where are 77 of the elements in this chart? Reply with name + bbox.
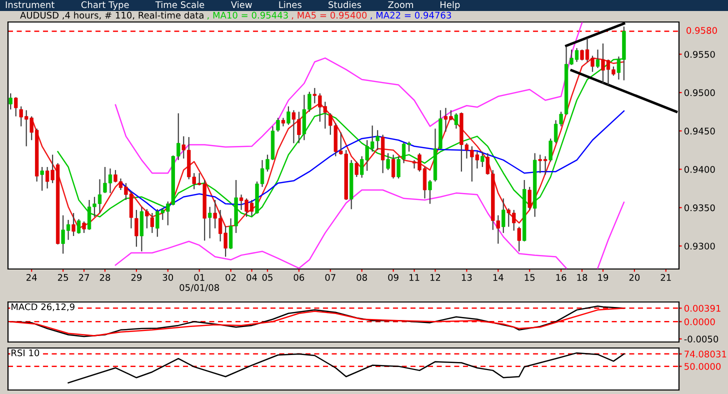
y-tick-label: 50.0000 — [684, 363, 721, 370]
x-tick-label: 18 — [577, 274, 588, 281]
y-tick-label: 0.9550 — [684, 50, 715, 58]
x-tick-label: 14 — [493, 274, 504, 281]
x-tick-label: 30 — [162, 274, 174, 281]
x-tick-label: 12 — [430, 274, 440, 281]
x-tick-label: 29 — [131, 274, 142, 281]
x-tick-label: 05 — [262, 274, 272, 281]
text: Instrument — [6, 1, 54, 8]
x-tick-label: 16 — [556, 274, 566, 281]
line-series — [68, 352, 625, 384]
x-tick-label: 01 05/01/08 — [180, 274, 219, 292]
x-tick-label: 06 — [294, 274, 304, 281]
candlestick — [276, 117, 280, 132]
candlestick — [386, 152, 390, 171]
text: Chart Type — [81, 1, 129, 10]
text: Studies — [328, 1, 362, 8]
x-tick-label: 11 — [410, 274, 420, 281]
x-tick-label: 07 — [325, 274, 336, 281]
line-series — [114, 189, 567, 269]
ref-line-label: 0.9580 — [686, 26, 717, 34]
text: , MA22 = 0.94763 — [370, 12, 451, 20]
x-tick-label: 13 — [462, 274, 472, 281]
x-tick-label: 08 — [356, 274, 367, 281]
candlestick — [150, 212, 154, 234]
candlestick — [480, 151, 484, 168]
candlestick — [14, 96, 18, 117]
chart-title: RSI 10 — [12, 349, 40, 356]
x-tick-label: 04 — [246, 274, 257, 281]
y-tick-label: 0.0000 — [684, 318, 715, 326]
x-tick-label: 24 — [26, 274, 37, 281]
y-tick-label: -0.0050 — [684, 336, 718, 342]
candlestick — [286, 106, 290, 126]
text: View — [230, 1, 252, 8]
x-tick-label: 09 — [388, 274, 398, 281]
text: , MA10 = 0.95443 — [207, 12, 288, 20]
y-tick-label: 0.9500 — [684, 89, 715, 96]
text: Lines — [279, 1, 302, 8]
x-tick-label: 28 — [100, 274, 110, 281]
candlestick — [354, 161, 358, 178]
x-tick-label: 25 — [58, 274, 68, 281]
chart-title: MACD 26,12,9 — [12, 303, 74, 312]
candlestick — [380, 134, 385, 174]
y-tick-label: 0.00391 — [684, 304, 720, 312]
candlestick — [502, 198, 506, 234]
y-tick-label: 0.9350 — [684, 204, 715, 212]
x-tick-label: 15 — [524, 274, 535, 281]
candlestick — [76, 218, 81, 234]
text: , MA5 = 0.95400 — [292, 12, 367, 20]
candlestick — [391, 154, 396, 180]
candlestick — [145, 208, 149, 229]
x-tick-label: 21 — [660, 274, 671, 281]
candlestick — [428, 179, 432, 204]
candlestick — [596, 49, 600, 69]
x-tick-label: 27 — [78, 274, 89, 281]
y-tick-label: 0.9300 — [684, 242, 715, 250]
x-tick-label: 20 — [629, 274, 640, 281]
candlestick — [376, 130, 380, 151]
candlestick — [134, 209, 138, 248]
text: Zoom — [388, 1, 414, 8]
line-series — [114, 22, 583, 174]
candlestick — [82, 220, 86, 234]
text: Help — [440, 1, 460, 10]
x-tick-label: 02 — [226, 274, 236, 281]
candlestick — [517, 226, 521, 252]
y-tick-label: 0.9400 — [684, 166, 715, 173]
candlestick — [208, 206, 212, 239]
text: Time Scale — [155, 1, 204, 8]
chart-title: AUDUSD ,4 hours, # 110, Real-time data — [20, 12, 204, 20]
candlestick — [40, 166, 44, 192]
candlestick — [8, 92, 12, 110]
candlestick — [528, 186, 532, 210]
y-tick-label: 0.9450 — [684, 128, 715, 134]
x-tick-label: 19 — [598, 274, 608, 281]
y-tick-label: 74.08031 — [684, 350, 726, 358]
candlestick — [72, 212, 76, 237]
candlestick — [454, 112, 458, 130]
